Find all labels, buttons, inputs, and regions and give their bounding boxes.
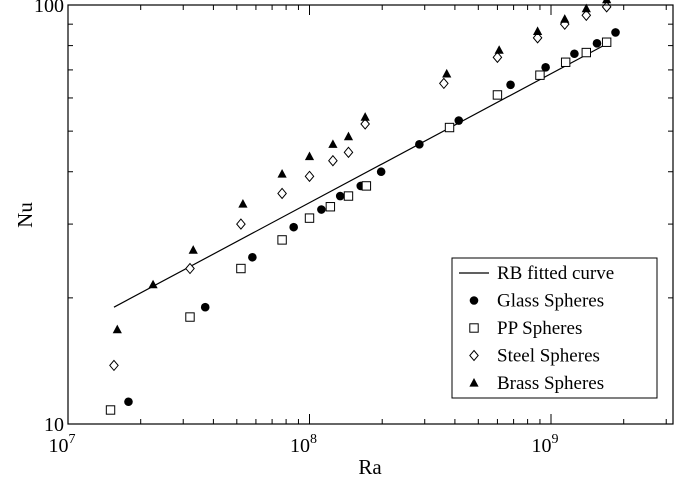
data-point: [248, 252, 257, 262]
data-point: [109, 359, 119, 372]
plot-frame: [67, 4, 674, 425]
y-axis-label: Nu: [13, 202, 37, 228]
data-point: [601, 1, 612, 13]
x-tick-exponent: 9: [552, 432, 559, 447]
data-point: [570, 49, 579, 59]
data-point: [360, 112, 370, 121]
legend-marker: [469, 349, 479, 362]
data-point: [105, 405, 116, 415]
data-point: [317, 205, 326, 214]
data-point: [532, 32, 543, 44]
legend: RB fitted curve Glass Spheres PP Spheres St…: [451, 257, 658, 399]
data-point: [454, 116, 464, 125]
data-point: [188, 245, 198, 254]
data-point: [343, 146, 354, 159]
data-point: [532, 26, 543, 35]
x-axis-label: Ra: [358, 455, 382, 479]
data-point: [277, 235, 287, 245]
legend-marker: [469, 296, 479, 305]
x-tick-label: 109: [532, 432, 559, 457]
data-point: [289, 222, 298, 232]
data-point: [601, 37, 612, 47]
data-point: [328, 154, 338, 167]
x-tick-exponent: 7: [69, 432, 76, 447]
data-point: [611, 28, 620, 37]
legend-label: PP Spheres: [497, 318, 582, 339]
x-tick-base: 10: [49, 435, 69, 457]
data-point: [361, 181, 372, 191]
data-point: [304, 213, 315, 223]
data-point: [506, 80, 515, 90]
x-tick-base: 10: [290, 435, 310, 457]
data-point: [200, 302, 210, 312]
data-point: [592, 39, 602, 48]
data-point: [112, 324, 122, 334]
data-point: [492, 51, 503, 64]
series-2: [105, 37, 612, 415]
plot-layer: [105, 0, 620, 415]
data-point: [444, 122, 455, 133]
data-point: [494, 45, 504, 54]
data-point: [535, 70, 545, 80]
data-point: [492, 90, 503, 100]
data-point: [560, 57, 571, 67]
data-point: [581, 3, 591, 13]
data-point: [124, 397, 133, 407]
data-point: [541, 63, 550, 72]
legend-box: [451, 257, 658, 399]
data-point: [328, 139, 338, 148]
data-point: [236, 218, 246, 230]
data-point: [335, 191, 345, 201]
data-point: [277, 169, 287, 178]
data-point: [343, 191, 354, 201]
data-point: [602, 0, 612, 4]
data-point: [376, 167, 386, 177]
data-point: [415, 140, 424, 149]
y-tick-label: 100: [34, 0, 64, 17]
legend-marker: [469, 378, 479, 387]
legend-label: Steel Spheres: [497, 346, 600, 367]
series-4: [112, 0, 612, 334]
x-tick-label: 107: [49, 432, 76, 457]
data-point: [185, 262, 195, 275]
data-point: [304, 151, 315, 161]
data-point: [304, 170, 315, 183]
data-point: [185, 312, 195, 322]
series-3: [109, 1, 612, 372]
y-tick-label: 10: [44, 414, 64, 436]
x-tick-exponent: 8: [310, 432, 317, 447]
legend-label: Brass Spheres: [497, 373, 604, 394]
data-point: [581, 47, 591, 58]
data-point: [343, 131, 354, 141]
data-point: [238, 199, 248, 208]
data-point: [360, 118, 371, 130]
x-tick-label: 108: [290, 432, 317, 457]
data-point: [148, 279, 158, 289]
x-tick-base: 10: [532, 435, 552, 457]
data-point: [277, 187, 287, 200]
legend-label: Glass Spheres: [497, 291, 604, 312]
data-point: [560, 14, 570, 23]
data-point: [442, 68, 452, 78]
data-point: [236, 263, 246, 274]
data-point: [325, 202, 336, 212]
legend-marker: [469, 323, 479, 333]
data-point: [581, 9, 592, 22]
rb-fitted-curve-line: [113, 45, 604, 308]
legend-label: RB fitted curve: [497, 263, 614, 284]
data-point: [438, 77, 449, 90]
